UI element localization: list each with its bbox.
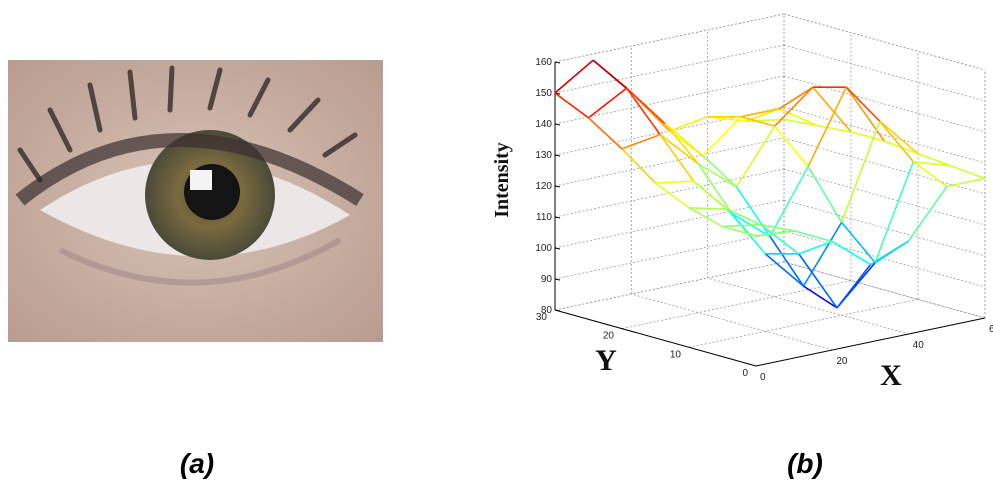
surface-edge (784, 119, 818, 125)
grid-line (622, 281, 851, 329)
tick-mark (555, 62, 560, 63)
surface-edge (627, 88, 661, 135)
surface-edge (627, 88, 665, 123)
tick-mark (555, 279, 560, 280)
eye-photo (8, 60, 383, 342)
tick-mark (555, 124, 560, 125)
surface-edge (555, 93, 589, 118)
tick-mark (555, 248, 560, 249)
surface-edge (665, 124, 703, 156)
surface-edge (656, 181, 694, 183)
z-tick-label: 100 (535, 243, 552, 254)
surface-edge (723, 226, 757, 235)
surface-edge (779, 109, 817, 126)
grid-line (689, 299, 918, 347)
y-tick-label: 30 (536, 312, 548, 323)
surface-edge (694, 181, 728, 209)
surface-edge (909, 187, 947, 242)
box-edge (784, 14, 985, 70)
surface-edge (689, 208, 723, 227)
grid-line (555, 231, 784, 279)
surface-edge (837, 265, 871, 308)
y-tick-label: 10 (670, 349, 682, 360)
caption: (b) (787, 448, 823, 479)
y-tick-label: 20 (603, 331, 615, 342)
x-tick-label: 0 (760, 372, 766, 383)
tick-mark (555, 310, 560, 311)
z-tick-label: 150 (535, 88, 552, 99)
y-tick-label: 0 (742, 368, 748, 379)
surface-edge (665, 124, 699, 164)
surface-edge (761, 225, 799, 254)
caption: (a) (180, 448, 214, 479)
z-tick-label: 130 (535, 150, 552, 161)
surface-edge (871, 241, 909, 265)
tick-mark (555, 217, 560, 218)
axis-label: X (880, 359, 902, 392)
axis-line (555, 310, 756, 366)
surface-edge (737, 126, 775, 187)
z-tick-label: 140 (535, 119, 552, 130)
grid-line (555, 262, 784, 310)
surface-edge (842, 121, 880, 222)
tick-mark (555, 155, 560, 156)
grid-line (631, 294, 832, 350)
surface-edge (952, 166, 986, 178)
z-tick-label: 110 (536, 212, 552, 223)
surface-edge (947, 179, 985, 187)
axis-label: Intensity (491, 142, 513, 218)
grid-line (708, 278, 909, 334)
axis-label: Y (595, 344, 617, 377)
z-tick-label: 160 (535, 57, 552, 68)
surface-edge (656, 183, 690, 208)
surface-edge (804, 286, 838, 308)
figure: (a) (b) 80901001101201301401501600102030… (0, 0, 993, 480)
surface-edge (737, 187, 771, 237)
z-tick-label: 120 (535, 181, 552, 192)
surface-plot: 809010011012013014015016001020300204060I… (491, 14, 993, 392)
surface-edge (689, 208, 727, 209)
grid-line (784, 45, 985, 101)
surface-edge (880, 121, 918, 153)
box-edge (555, 14, 784, 62)
surface-edge (794, 231, 832, 242)
surface-edge (589, 118, 623, 149)
surface-edge (846, 87, 884, 141)
surface-edge (555, 60, 593, 93)
tick-mark (555, 186, 560, 187)
surface-edge (808, 87, 846, 166)
surface-edge (727, 209, 761, 225)
x-tick-label: 60 (989, 324, 993, 335)
surface-edge (723, 225, 761, 227)
surface-edge (727, 209, 765, 254)
x-tick-label: 20 (836, 356, 848, 367)
grid-line (555, 45, 784, 93)
surface-edge (622, 135, 660, 149)
surface-edge (875, 162, 913, 263)
axis-line (756, 318, 985, 366)
grid-line (555, 138, 784, 186)
x-tick-label: 40 (913, 340, 925, 351)
surface-edge (698, 164, 736, 187)
surface-edge (775, 126, 809, 166)
surface-edge (832, 242, 870, 265)
surface-edge (670, 117, 708, 131)
z-tick-label: 90 (541, 274, 553, 285)
surface-edge (808, 167, 842, 223)
